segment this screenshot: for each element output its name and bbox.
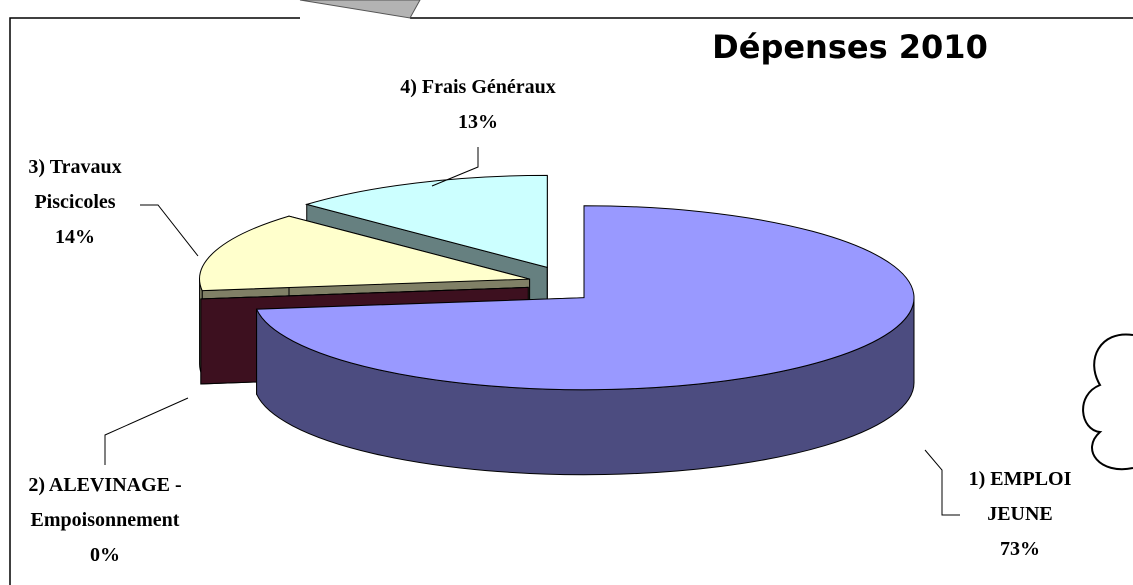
- cloud-shape: [1082, 333, 1133, 471]
- slice-top: [304, 174, 548, 269]
- category-label: 1) EMPLOI JEUNE: [968, 468, 1072, 525]
- category-label: 4) Frais Généraux: [400, 76, 556, 98]
- value-label: 73%: [1000, 538, 1040, 560]
- value-label: 14%: [55, 226, 95, 248]
- value-label: 13%: [458, 111, 498, 133]
- value-label: 0%: [90, 544, 120, 566]
- leader-line: [431, 147, 479, 187]
- slice-label: 1) EMPLOI JEUNE 73%: [955, 462, 1085, 567]
- category-label: 3) Travaux Piscicoles: [28, 156, 122, 213]
- slice-label: 3) Travaux Piscicoles 14%: [0, 150, 150, 255]
- leader-line: [140, 204, 199, 257]
- slice-label: 2) ALEVINAGE - Empoisonnement 0%: [0, 468, 210, 573]
- slice-top: [199, 215, 530, 292]
- slice: [255, 205, 915, 476]
- chart-title: Dépenses 2010: [712, 28, 988, 66]
- leader-line: [924, 449, 960, 516]
- pie: [199, 174, 915, 476]
- callout-arrow: [299, 0, 421, 19]
- leader-lines: [104, 147, 960, 516]
- slice-label: 4) Frais Généraux 13%: [340, 70, 616, 140]
- category-label: 2) ALEVINAGE - Empoisonnement: [28, 474, 182, 531]
- leader-line: [104, 397, 189, 465]
- slice-top: [255, 205, 915, 391]
- frame: [9, 17, 300, 585]
